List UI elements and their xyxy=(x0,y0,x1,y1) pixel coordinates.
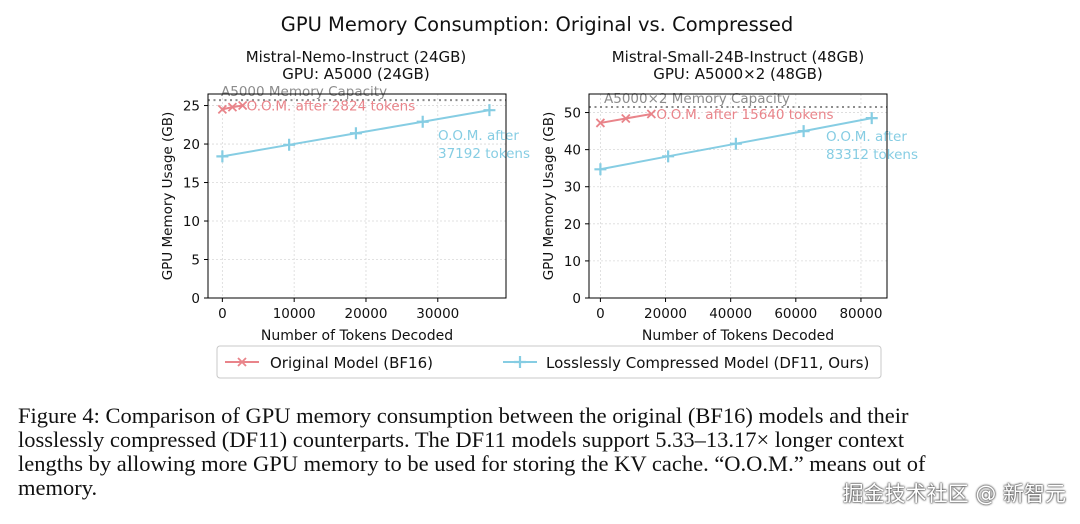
legend-compressed-swatch xyxy=(503,356,537,368)
annotation-compressed-oom-line2: 83312 tokens xyxy=(826,147,918,163)
x-tick-label: 10000 xyxy=(273,306,316,322)
point-original-marker xyxy=(646,109,656,119)
y-tick-label: 15 xyxy=(183,176,200,192)
annotation-original-oom: O.O.M. after 15640 tokens xyxy=(656,107,833,123)
point-compressed-marker xyxy=(283,138,296,151)
legend-frame xyxy=(216,345,882,379)
chart-mistral-small: Mistral-Small-24B-Instruct (48GB) GPU: A… xyxy=(541,48,918,344)
caption-line-2: losslessly compressed (DF11) counterpart… xyxy=(18,427,905,452)
point-compressed-marker xyxy=(729,137,742,150)
y-tick-label: 10 xyxy=(564,254,581,270)
legend-original-label: Original Model (BF16) xyxy=(270,354,433,372)
y-tick-label: 20 xyxy=(183,137,200,153)
x-tick-label: 80000 xyxy=(839,306,882,322)
legend: Original Model (BF16) Losslessly Compres… xyxy=(216,345,882,379)
x-tick-label: 20000 xyxy=(644,306,687,322)
point-compressed-marker xyxy=(216,150,229,163)
y-tick-label: 25 xyxy=(183,99,200,115)
point-compressed-marker xyxy=(483,104,496,117)
x-tick-label: 60000 xyxy=(774,306,817,322)
y-tick-label: 30 xyxy=(564,180,581,196)
capacity-label: A5000 Memory Capacity xyxy=(221,84,387,100)
chart-mistral-nemo: Mistral-Nemo-Instruct (24GB) GPU: A5000 … xyxy=(160,48,530,344)
point-compressed-marker xyxy=(594,163,607,176)
point-compressed-marker xyxy=(416,115,429,128)
y-tick-label: 0 xyxy=(572,291,581,307)
x-axis-label: Number of Tokens Decoded xyxy=(642,328,834,344)
y-axis-label: GPU Memory Usage (GB) xyxy=(160,112,176,281)
caption-line-4: memory. xyxy=(18,475,98,500)
annotation-compressed-oom-line2: 37192 tokens xyxy=(438,146,530,162)
y-tick-label: 5 xyxy=(191,253,200,269)
point-compressed-marker xyxy=(349,127,362,140)
caption-line-1: Figure 4: Comparison of GPU memory consu… xyxy=(18,403,909,428)
point-compressed-marker xyxy=(797,125,810,138)
figure-title: GPU Memory Consumption: Original vs. Com… xyxy=(281,13,794,36)
plot-frame xyxy=(588,93,888,299)
point-compressed-marker xyxy=(865,112,878,125)
point-original-marker xyxy=(595,118,606,128)
y-tick-label: 20 xyxy=(564,217,581,233)
capacity-label: A5000×2 Memory Capacity xyxy=(604,91,790,107)
annotation-compressed-oom-line1: O.O.M. after xyxy=(826,129,907,145)
plot-frame xyxy=(207,93,507,299)
point-original-marker xyxy=(238,100,248,111)
x-tick-label: 20000 xyxy=(344,306,387,322)
chart-subtitle: GPU: A5000×2 (48GB) xyxy=(653,65,823,83)
point-original-marker xyxy=(621,113,631,124)
watermark: 掘金技术社区 @ 新智元 xyxy=(842,482,1066,506)
point-original-marker xyxy=(227,102,238,112)
x-tick-label: 30000 xyxy=(416,306,459,322)
x-axis-label: Number of Tokens Decoded xyxy=(261,328,453,344)
point-original-marker xyxy=(217,104,227,115)
y-tick-label: 50 xyxy=(564,106,581,122)
chart-title: Mistral-Nemo-Instruct (24GB) xyxy=(246,48,467,66)
legend-compressed-label: Losslessly Compressed Model (DF11, Ours) xyxy=(546,354,869,372)
y-tick-label: 40 xyxy=(564,143,581,159)
legend-original-swatch xyxy=(225,357,259,367)
x-tick-label: 0 xyxy=(218,306,227,322)
x-tick-label: 0 xyxy=(596,306,605,322)
x-tick-label: 40000 xyxy=(709,306,752,322)
chart-subtitle: GPU: A5000 (24GB) xyxy=(282,65,429,83)
y-tick-label: 0 xyxy=(191,291,200,307)
chart-title: Mistral-Small-24B-Instruct (48GB) xyxy=(612,48,865,66)
y-tick-label: 10 xyxy=(183,214,200,230)
y-axis-label: GPU Memory Usage (GB) xyxy=(541,112,557,281)
figure-caption: Figure 4: Comparison of GPU memory consu… xyxy=(18,404,1068,500)
annotation-compressed-oom-line1: O.O.M. after xyxy=(438,128,519,144)
annotation-original-oom: O.O.M. after 2824 tokens xyxy=(247,99,416,115)
point-compressed-marker xyxy=(662,150,675,163)
caption-line-3: lengths by allowing more GPU memory to b… xyxy=(18,451,926,476)
